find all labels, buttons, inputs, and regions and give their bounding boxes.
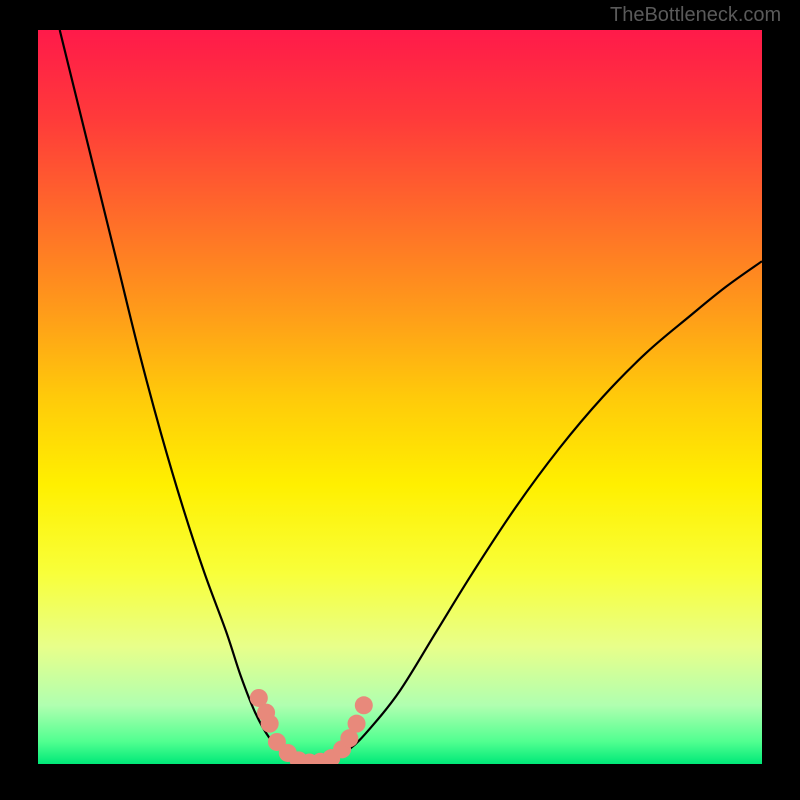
chart-plot-area: [38, 30, 762, 764]
marker-point: [261, 715, 279, 733]
watermark-text: TheBottleneck.com: [610, 4, 781, 27]
marker-point: [348, 715, 366, 733]
gradient-background: [38, 30, 762, 764]
marker-point: [355, 696, 373, 714]
chart-svg: [38, 30, 762, 764]
